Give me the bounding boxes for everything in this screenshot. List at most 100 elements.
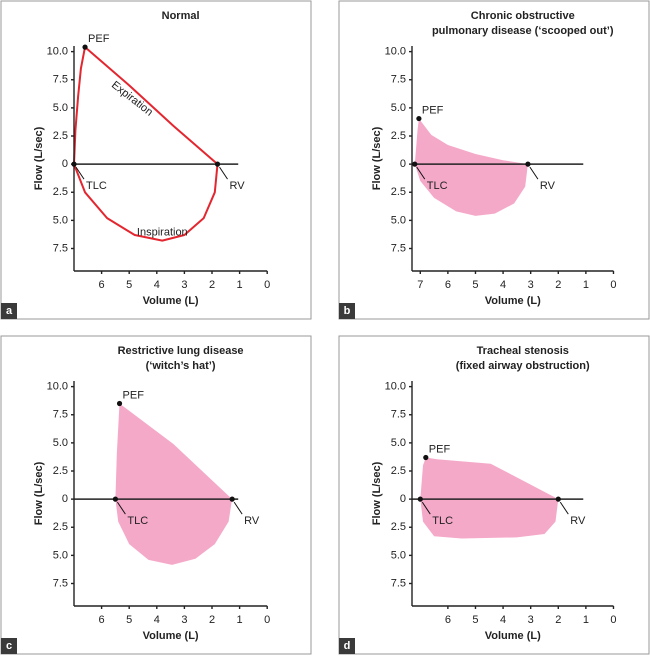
y-tick-label: 7.5 <box>391 409 406 421</box>
x-tick-label: 1 <box>583 279 589 291</box>
panel-letter: c <box>6 640 12 652</box>
point <box>423 454 429 461</box>
point-label: PEF <box>429 443 451 455</box>
y-tick-label: 10.0 <box>47 46 68 58</box>
y-tick-label: 7.5 <box>391 74 406 86</box>
pointer <box>529 166 539 180</box>
chart-title: Restrictive lung disease <box>118 345 244 357</box>
x-tick-label: 3 <box>528 614 534 626</box>
panel-tag <box>1 638 17 654</box>
point <box>416 115 422 122</box>
chart-title: Chronic obstructive <box>471 10 575 22</box>
point <box>412 161 418 167</box>
y-tick-label: 2.5 <box>53 186 68 198</box>
point-label: TLC <box>86 180 107 192</box>
annotation: Inspiration <box>137 227 188 239</box>
y-tick-label: 0 <box>62 158 68 170</box>
x-tick-label: 4 <box>500 279 506 291</box>
point <box>555 496 561 502</box>
panel-tag <box>1 303 17 319</box>
y-axis-label: Flow (L/sec) <box>371 126 383 190</box>
y-tick-label: 7.5 <box>391 577 406 589</box>
y-tick-label: 5.0 <box>391 549 406 561</box>
panel-frame <box>338 0 650 320</box>
x-tick-label: 2 <box>209 279 215 291</box>
y-tick-label: 2.5 <box>391 465 406 477</box>
panel: Restrictive lung disease (‘witch’s hat’) 1… <box>0 335 312 655</box>
panel-frame <box>0 0 312 320</box>
pointer <box>219 166 228 180</box>
panel-letter: d <box>344 640 351 652</box>
y-tick-label: 2.5 <box>53 521 68 533</box>
x-tick-label: 4 <box>500 614 506 626</box>
x-tick-label: 1 <box>237 279 243 291</box>
x-tick-label: 6 <box>445 614 451 626</box>
point <box>116 400 123 407</box>
x-tick-label: 5 <box>472 279 478 291</box>
panel-letter: a <box>6 305 13 317</box>
panel: Tracheal stenosis (fixed airway obstructi… <box>338 335 650 655</box>
point <box>229 496 235 502</box>
panel-tag <box>339 303 355 319</box>
pointer <box>421 501 431 515</box>
pointer <box>116 501 126 515</box>
loop-area <box>414 118 528 216</box>
x-tick-label: 3 <box>181 614 187 626</box>
x-axis-label: Volume (L) <box>143 295 199 307</box>
loop-area <box>420 457 559 539</box>
point <box>417 496 423 502</box>
y-tick-label: 7.5 <box>391 242 406 254</box>
y-tick-label: 7.5 <box>53 577 68 589</box>
pointer <box>233 501 243 515</box>
chart-title: (fixed airway obstruction) <box>456 360 590 372</box>
x-tick-label: 5 <box>472 614 478 626</box>
y-tick-label: 2.5 <box>53 130 68 142</box>
y-axis-label: Flow (L/sec) <box>371 461 383 525</box>
point <box>525 161 531 167</box>
y-tick-label: 5.0 <box>391 214 406 226</box>
y-tick-label: 0 <box>400 493 406 505</box>
loop-line <box>73 46 219 242</box>
y-tick-label: 5.0 <box>391 102 406 114</box>
y-axis-label: Flow (L/sec) <box>33 461 45 525</box>
y-tick-label: 2.5 <box>53 465 68 477</box>
pointer <box>559 501 569 515</box>
x-tick-label: 7 <box>417 279 423 291</box>
y-tick-label: 2.5 <box>391 521 406 533</box>
x-tick-label: 2 <box>209 614 215 626</box>
y-axis-label: Flow (L/sec) <box>33 126 45 190</box>
loop-area <box>115 403 233 565</box>
y-tick-label: 7.5 <box>53 409 68 421</box>
y-tick-label: 5.0 <box>391 437 406 449</box>
panel: Chronic obstructive pulmonary disease (‘s… <box>338 0 650 320</box>
x-tick-label: 4 <box>154 614 160 626</box>
x-tick-label: 5 <box>126 614 132 626</box>
point-label: PEF <box>88 33 110 45</box>
y-tick-label: 5.0 <box>53 437 68 449</box>
x-tick-label: 0 <box>610 279 616 291</box>
panel: Normal 10.0 7.5 5.0 2.5 0 2.5 5.0 7.5 6 5 4 3 2 1 0 Volu… <box>0 0 312 320</box>
y-tick-label: 2.5 <box>391 130 406 142</box>
point-label: RV <box>570 515 586 527</box>
y-tick-label: 7.5 <box>53 242 68 254</box>
x-tick-label: 5 <box>126 279 132 291</box>
point-label: TLC <box>432 515 453 527</box>
pointer <box>416 166 426 180</box>
pointer <box>75 166 85 180</box>
point <box>214 161 221 167</box>
y-tick-label: 0 <box>400 158 406 170</box>
y-tick-label: 5.0 <box>53 549 68 561</box>
x-tick-label: 1 <box>237 614 243 626</box>
x-tick-label: 4 <box>154 279 160 291</box>
x-tick-label: 3 <box>528 279 534 291</box>
panel-frame <box>338 335 650 655</box>
y-tick-label: 5.0 <box>53 214 68 226</box>
point-label: RV <box>230 180 246 192</box>
point-label: PEF <box>123 389 145 401</box>
chart-title: Tracheal stenosis <box>477 345 569 357</box>
x-axis-label: Volume (L) <box>485 630 541 642</box>
chart-title: pulmonary disease (‘scooped out’) <box>432 25 614 37</box>
x-axis-label: Volume (L) <box>143 630 199 642</box>
point-label: TLC <box>127 515 148 527</box>
